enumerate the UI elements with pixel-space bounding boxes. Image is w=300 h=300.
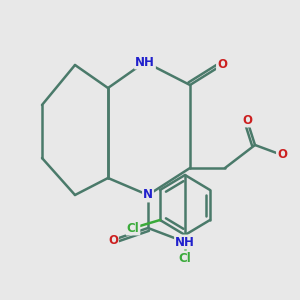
Text: NH: NH: [135, 56, 155, 68]
Text: O: O: [242, 113, 252, 127]
Text: NH: NH: [175, 236, 195, 248]
Text: Cl: Cl: [178, 251, 191, 265]
Text: O: O: [108, 233, 118, 247]
Text: Cl: Cl: [127, 221, 140, 235]
Text: N: N: [143, 188, 153, 202]
Text: O: O: [277, 148, 287, 161]
Text: O: O: [217, 58, 227, 71]
